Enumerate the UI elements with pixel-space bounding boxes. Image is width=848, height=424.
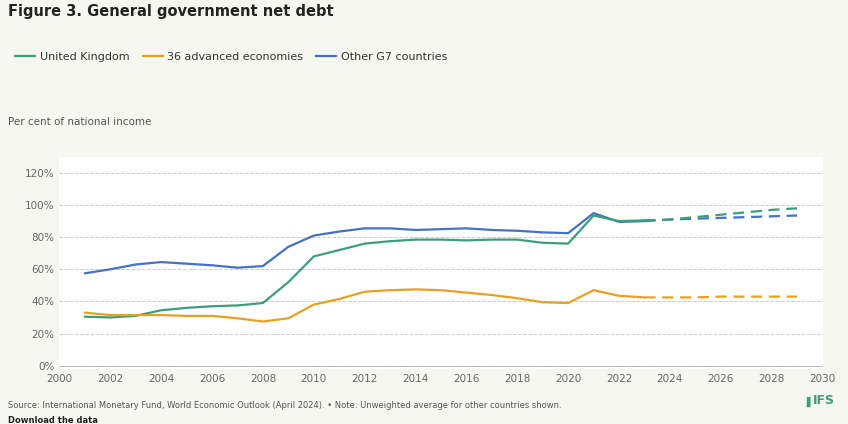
Text: Per cent of national income: Per cent of national income [8,117,152,127]
Text: ▐: ▐ [802,397,810,407]
Legend: United Kingdom, 36 advanced economies, Other G7 countries: United Kingdom, 36 advanced economies, O… [15,52,447,62]
Text: Source: International Monetary Fund, World Economic Outlook (April 2024). • Note: Source: International Monetary Fund, Wor… [8,401,562,410]
Text: Figure 3. General government net debt: Figure 3. General government net debt [8,4,334,19]
Text: IFS: IFS [813,394,835,407]
Text: Download the data: Download the data [8,416,98,424]
